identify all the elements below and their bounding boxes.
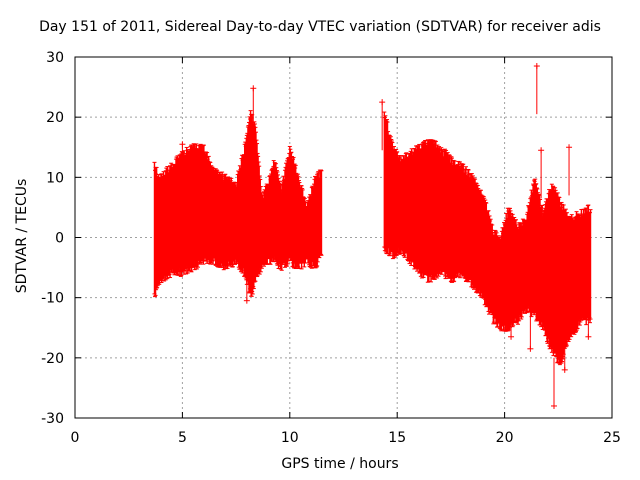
x-tick-label: 10 bbox=[281, 430, 299, 446]
y-tick-label: -20 bbox=[41, 351, 64, 367]
y-tick-label: 30 bbox=[46, 50, 64, 66]
x-axis-label: GPS time / hours bbox=[281, 456, 399, 472]
x-tick-label: 0 bbox=[71, 430, 80, 446]
y-axis-label: SDTVAR / TECUs bbox=[14, 178, 30, 294]
x-tick-label: 5 bbox=[178, 430, 187, 446]
x-tick-label: 15 bbox=[388, 430, 406, 446]
y-tick-label: -30 bbox=[41, 411, 64, 427]
x-tick-label: 25 bbox=[603, 430, 621, 446]
chart-title: Day 151 of 2011, Sidereal Day-to-day VTE… bbox=[39, 19, 601, 35]
y-tick-label: -10 bbox=[41, 291, 64, 307]
y-tick-label: 20 bbox=[46, 110, 64, 126]
tick-layer: 0 5 10 15 20 25 -30 -20 -10 0 10 20 30 bbox=[41, 50, 621, 446]
x-tick-label: 20 bbox=[496, 430, 514, 446]
data-layer bbox=[152, 63, 593, 409]
y-tick-label: 10 bbox=[46, 170, 64, 186]
y-tick-label: 0 bbox=[55, 231, 64, 247]
